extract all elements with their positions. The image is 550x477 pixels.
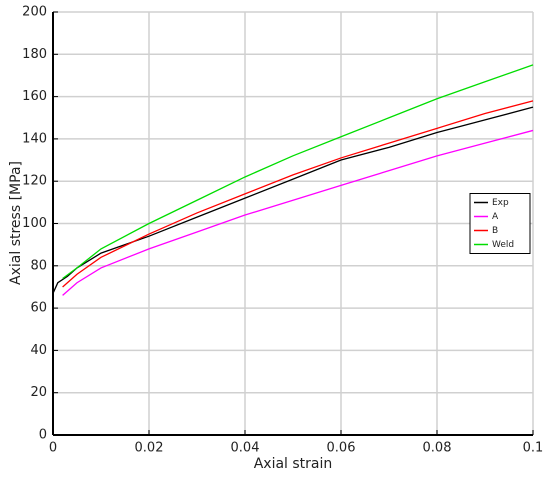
line — [62, 100, 534, 288]
line — [62, 129, 534, 296]
x-tick-label: 0.08 — [423, 441, 452, 456]
legend-label: Exp — [492, 198, 509, 208]
y-tick-label: 0 — [39, 428, 47, 443]
legend-label: A — [492, 212, 499, 222]
y-tick-label: 60 — [30, 301, 47, 316]
y-tick-label: 100 — [22, 216, 47, 231]
line — [62, 64, 534, 280]
y-tick-label: 80 — [30, 258, 47, 273]
x-tick-label: 0.04 — [231, 441, 260, 456]
x-tick-label: 0.1 — [523, 441, 544, 456]
y-tick-label: 200 — [22, 5, 47, 20]
y-axis-label: Axial stress [MPa] — [8, 161, 24, 285]
x-tick-label: 0.06 — [327, 441, 356, 456]
line — [52, 106, 534, 294]
y-tick-label: 40 — [30, 343, 47, 358]
y-tick-label: 180 — [22, 47, 47, 62]
y-tick-label: 20 — [30, 385, 47, 400]
legend-box — [469, 193, 531, 254]
y-tick-label: 160 — [22, 89, 47, 104]
y-tick-label: 120 — [22, 174, 47, 189]
x-tick-label: 0 — [49, 441, 57, 456]
x-tick-label: 0.02 — [135, 441, 164, 456]
x-axis-label: Axial strain — [254, 456, 333, 472]
legend-label: Weld — [492, 240, 514, 250]
legend-label: B — [492, 226, 498, 236]
y-tick-label: 140 — [22, 131, 47, 146]
